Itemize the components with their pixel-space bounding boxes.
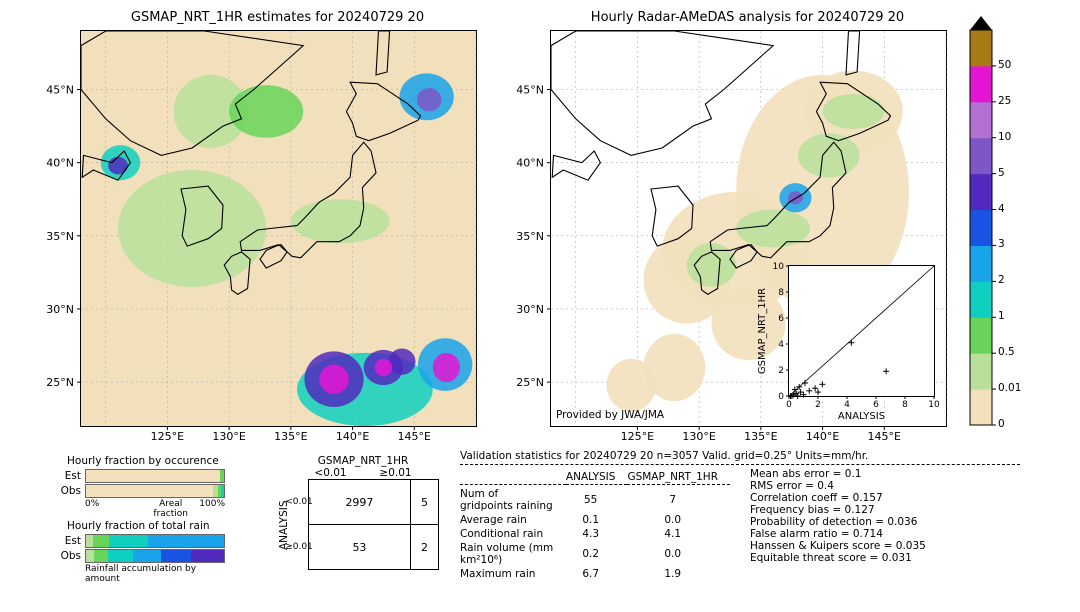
stat-a: 0.1 <box>566 513 628 527</box>
stat-b: 4.1 <box>627 527 730 541</box>
svg-text:4: 4 <box>844 400 850 410</box>
svg-text:0: 0 <box>778 392 784 402</box>
right-map-title: Hourly Radar-AMeDAS analysis for 2024072… <box>550 10 945 25</box>
stats-table: ANALYSISGSMAP_NRT_1HRNum of gridpoints r… <box>460 470 730 581</box>
stat-name: Conditional rain <box>460 527 566 541</box>
frac-row-label: Est <box>55 535 85 547</box>
fraction-total-rain: Hourly fraction of total rain Est Obs Ra… <box>55 520 225 584</box>
svg-text:0: 0 <box>786 400 792 410</box>
frac-row-label: Obs <box>55 550 85 562</box>
stat-a: 55 <box>566 487 628 513</box>
ct-row-header: ANALYSIS <box>278 480 290 570</box>
frac-row-label: Est <box>55 470 85 482</box>
contingency-table: GSMAP_NRT_1HR<0.01≥0.01 ANALYSIS <0.01≥0… <box>278 455 448 570</box>
left-map-title: GSMAP_NRT_1HR estimates for 20240729 20 <box>80 10 475 25</box>
ct-cell: 2997 <box>309 480 411 525</box>
svg-text:30°N: 30°N <box>516 303 544 316</box>
colorbar-tick-label: 2 <box>998 274 1005 286</box>
colorbar-tick-label: 0.5 <box>998 346 1015 358</box>
svg-text:40°N: 40°N <box>46 157 74 170</box>
frac-title: Hourly fraction by occurence <box>67 455 225 467</box>
svg-text:35°N: 35°N <box>516 230 544 243</box>
frac-bar <box>85 534 225 548</box>
colorbar-tick-label: 5 <box>998 167 1005 179</box>
frac-bar <box>85 484 225 498</box>
frac-title: Hourly fraction of total rain <box>67 520 225 532</box>
svg-text:6: 6 <box>873 400 879 410</box>
svg-text:140°E: 140°E <box>806 430 839 443</box>
svg-text:135°E: 135°E <box>744 430 777 443</box>
svg-text:130°E: 130°E <box>212 430 245 443</box>
ct-cell: 53 <box>309 525 411 570</box>
svg-text:125°E: 125°E <box>621 430 654 443</box>
colorbar-ticks: 00.010.512345102550 <box>998 30 1048 425</box>
stat-line: Equitable threat score = 0.031 <box>750 552 1040 564</box>
stats-header: Validation statistics for 20240729 20 n=… <box>460 450 1020 462</box>
svg-text:145°E: 145°E <box>868 430 901 443</box>
stat-b: 1.9 <box>627 567 730 581</box>
colorbar-tick-label: 0.01 <box>998 382 1021 394</box>
svg-text:25°N: 25°N <box>516 376 544 389</box>
svg-text:25°N: 25°N <box>46 376 74 389</box>
svg-text:145°E: 145°E <box>398 430 431 443</box>
frac-bar <box>85 469 225 483</box>
colorbar-tick-label: 25 <box>998 95 1011 107</box>
stat-name: Average rain <box>460 513 566 527</box>
stat-name: Num of gridpoints raining <box>460 487 566 513</box>
svg-text:130°E: 130°E <box>682 430 715 443</box>
colorbar-tick-label: 50 <box>998 59 1011 71</box>
svg-text:ANALYSIS: ANALYSIS <box>838 411 885 422</box>
svg-text:4: 4 <box>778 340 784 350</box>
colorbar-tick-label: 3 <box>998 238 1005 250</box>
stat-line: Mean abs error = 0.1 <box>750 468 1040 480</box>
stat-line: Correlation coeff = 0.157 <box>750 492 1040 504</box>
svg-text:35°N: 35°N <box>46 230 74 243</box>
stat-line: False alarm ratio = 0.714 <box>750 528 1040 540</box>
stat-b: 7 <box>627 487 730 513</box>
svg-text:6: 6 <box>778 314 784 324</box>
stat-b: 0.0 <box>627 513 730 527</box>
stat-a: 0.2 <box>566 541 628 567</box>
colorbar-tick-label: 4 <box>998 203 1005 215</box>
stat-line: RMS error = 0.4 <box>750 480 1040 492</box>
svg-text:45°N: 45°N <box>516 84 544 97</box>
stat-line: Frequency bias = 0.127 <box>750 504 1040 516</box>
ct-col-header: GSMAP_NRT_1HR <box>298 455 428 467</box>
frac-row-label: Obs <box>55 485 85 497</box>
frac-bar <box>85 549 225 563</box>
stat-name: Maximum rain <box>460 567 566 581</box>
svg-text:30°N: 30°N <box>46 303 74 316</box>
svg-text:8: 8 <box>778 288 784 298</box>
stat-line: Hanssen & Kuipers score = 0.035 <box>750 540 1040 552</box>
svg-text:10: 10 <box>928 400 940 410</box>
svg-text:8: 8 <box>902 400 908 410</box>
svg-text:2: 2 <box>778 366 784 376</box>
fraction-occurrence: Hourly fraction by occurence Est Obs 0%A… <box>55 455 225 519</box>
stat-line: Probability of detection = 0.036 <box>750 516 1040 528</box>
svg-text:GSMAP_NRT_1HR: GSMAP_NRT_1HR <box>757 288 768 374</box>
colorbar-tick-label: 10 <box>998 131 1011 143</box>
stats-header-rule <box>460 464 1020 465</box>
stat-b: 0.0 <box>627 541 730 567</box>
ct-cell: 5 <box>410 480 438 525</box>
stat-a: 4.3 <box>566 527 628 541</box>
ct-cell: 2 <box>410 525 438 570</box>
svg-text:40°N: 40°N <box>516 157 544 170</box>
stats-text: Mean abs error = 0.1RMS error = 0.4Corre… <box>750 468 1040 564</box>
left-map: 125°E130°E135°E140°E145°E25°N30°N35°N40°… <box>80 30 477 427</box>
colorbar-tick-label: 0 <box>998 418 1005 430</box>
svg-text:135°E: 135°E <box>274 430 307 443</box>
svg-text:125°E: 125°E <box>151 430 184 443</box>
svg-text:2: 2 <box>815 400 821 410</box>
map-attribution: Provided by JWA/JMA <box>556 409 664 421</box>
stat-a: 6.7 <box>566 567 628 581</box>
colorbar-tick-label: 1 <box>998 310 1005 322</box>
scatter-inset: 00224466881010ANALYSISGSMAP_NRT_1HR <box>788 265 935 397</box>
svg-text:140°E: 140°E <box>336 430 369 443</box>
stat-name: Rain volume (mm km²10⁶) <box>460 541 566 567</box>
svg-text:45°N: 45°N <box>46 84 74 97</box>
svg-text:10: 10 <box>773 262 785 272</box>
